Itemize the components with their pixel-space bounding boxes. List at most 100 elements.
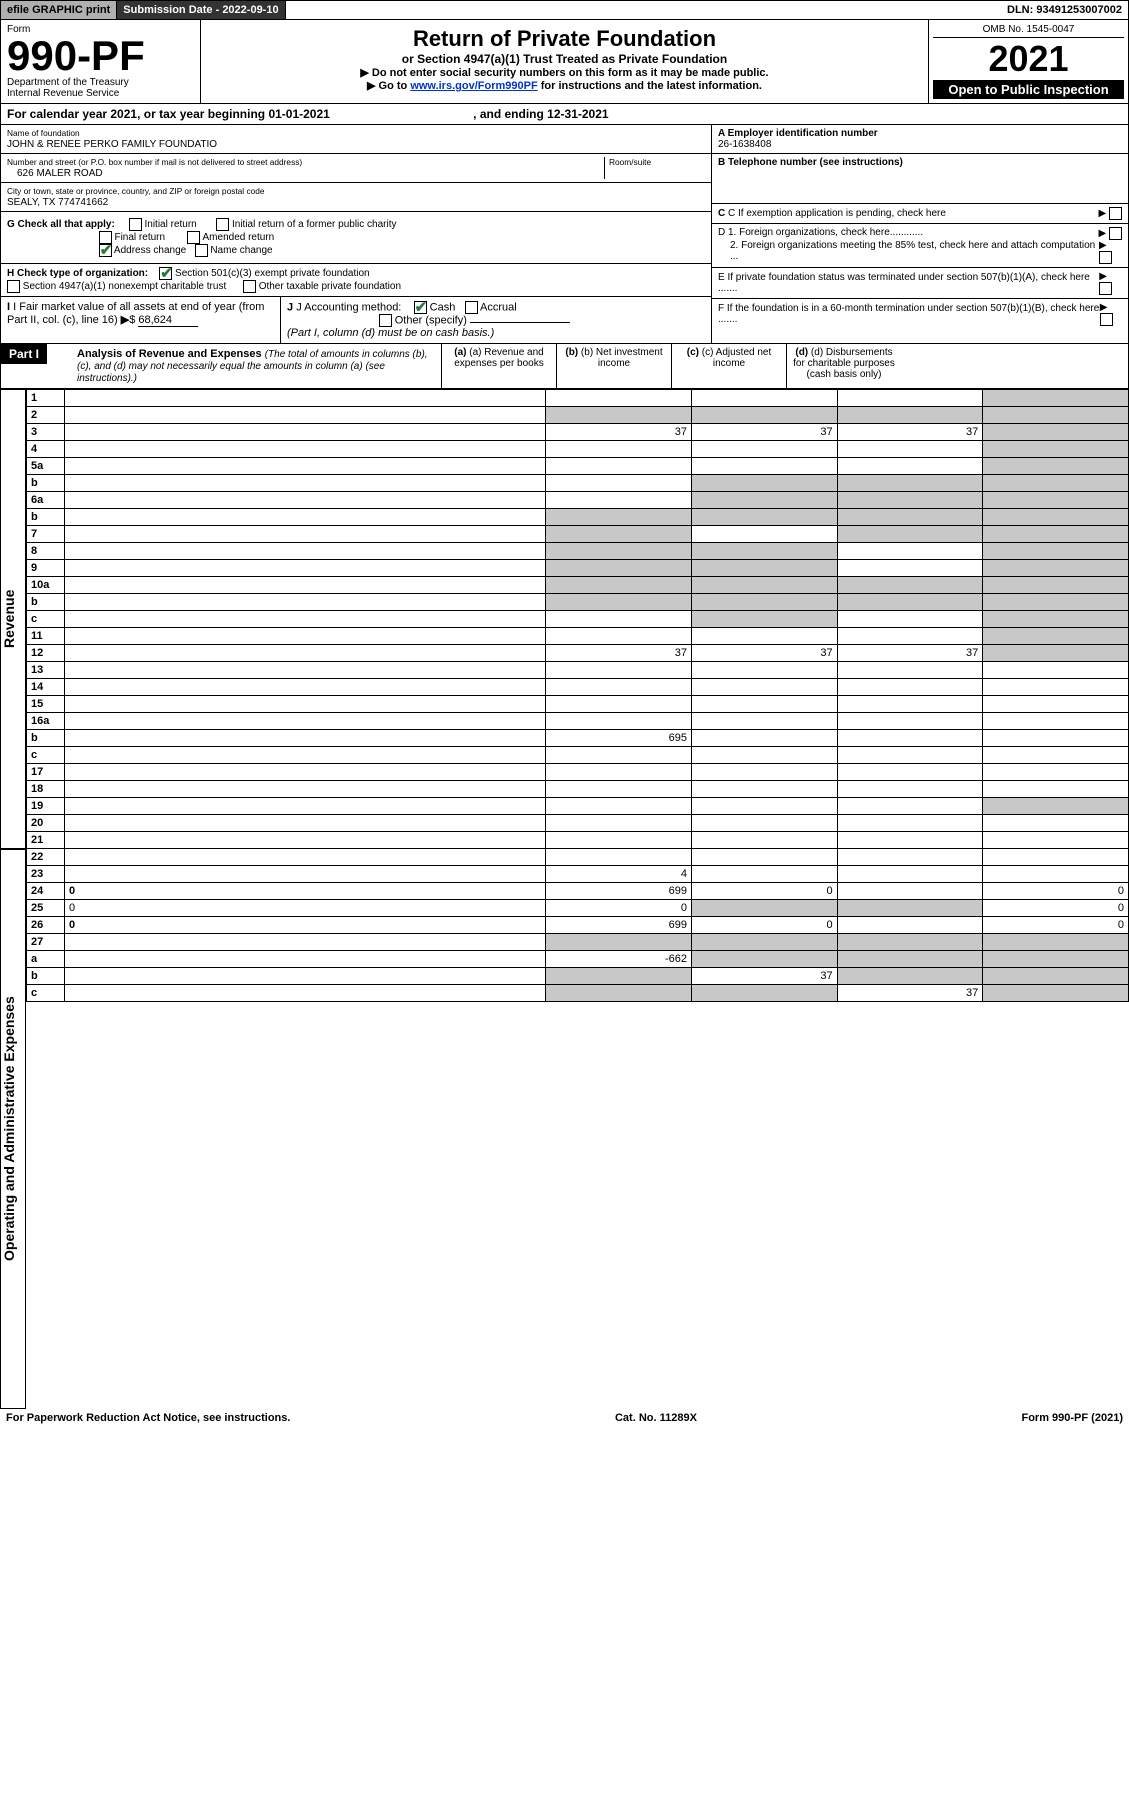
- row-desc: [65, 696, 546, 713]
- cell-value: [983, 628, 1129, 645]
- cell-value: [691, 390, 837, 407]
- row-number: 17: [27, 764, 65, 781]
- cell-value: [983, 526, 1129, 543]
- checkbox-e[interactable]: [1099, 282, 1112, 295]
- tel-label: B Telephone number (see instructions): [718, 157, 903, 168]
- cell-value: 695: [546, 730, 692, 747]
- instr-ssn: ▶ Do not enter social security numbers o…: [207, 66, 922, 79]
- table-row: 18: [27, 781, 1129, 798]
- address-value: 626 MALER ROAD: [7, 168, 103, 179]
- cell-value: [837, 543, 983, 560]
- cell-value: [546, 832, 692, 849]
- checkbox-d2[interactable]: [1099, 251, 1112, 264]
- checkbox-d1[interactable]: [1109, 227, 1122, 240]
- checkbox-address-change[interactable]: [99, 244, 112, 257]
- cell-value: [983, 577, 1129, 594]
- table-row: b: [27, 509, 1129, 526]
- irs-link[interactable]: www.irs.gov/Form990PF: [410, 80, 537, 92]
- cell-value: [983, 798, 1129, 815]
- cell-value: [983, 594, 1129, 611]
- foundation-name-label: Name of foundation: [7, 128, 80, 138]
- table-row: 234: [27, 866, 1129, 883]
- cell-value: [546, 849, 692, 866]
- table-row: 11: [27, 628, 1129, 645]
- checkbox-other-method[interactable]: [379, 314, 392, 327]
- cell-value: [546, 747, 692, 764]
- info-grid: Name of foundation JOHN & RENEE PERKO FA…: [0, 125, 1129, 344]
- checkbox-amended[interactable]: [187, 231, 200, 244]
- row-number: 22: [27, 849, 65, 866]
- cell-value: [837, 628, 983, 645]
- cell-value: 0: [983, 883, 1129, 900]
- d2-label: 2. Foreign organizations meeting the 85%…: [718, 240, 1099, 264]
- ein-cell: A Employer identification number 26-1638…: [712, 125, 1128, 154]
- row-desc: [65, 781, 546, 798]
- omb-number: OMB No. 1545-0047: [933, 24, 1124, 38]
- checkbox-cash[interactable]: [414, 301, 427, 314]
- checkbox-name-change[interactable]: [195, 244, 208, 257]
- row-number: 13: [27, 662, 65, 679]
- instr-pre: ▶ Go to: [367, 80, 410, 92]
- row-desc: [65, 764, 546, 781]
- checkbox-4947[interactable]: [7, 280, 20, 293]
- cell-value: 4: [546, 866, 692, 883]
- checkbox-accrual[interactable]: [465, 301, 478, 314]
- row-number: b: [27, 594, 65, 611]
- cell-value: [837, 917, 983, 934]
- row-desc: [65, 747, 546, 764]
- cell-value: 37: [837, 645, 983, 662]
- cell-value: [691, 679, 837, 696]
- cell-value: [837, 832, 983, 849]
- form-number-block: Form 990-PF Department of the Treasury I…: [1, 20, 201, 103]
- checkbox-c[interactable]: [1109, 207, 1122, 220]
- cell-value: [691, 696, 837, 713]
- checkbox-other-taxable[interactable]: [243, 280, 256, 293]
- cell-value: [691, 764, 837, 781]
- checkbox-501c3[interactable]: [159, 267, 172, 280]
- submission-date-label: Submission Date - 2022-09-10: [117, 1, 285, 19]
- row-number: 2: [27, 407, 65, 424]
- foundation-name: JOHN & RENEE PERKO FAMILY FOUNDATIO: [7, 139, 217, 150]
- cell-value: [691, 543, 837, 560]
- cell-value: [691, 475, 837, 492]
- other-taxable-label: Other taxable private foundation: [259, 281, 401, 292]
- e-row: E If private foundation status was termi…: [712, 268, 1128, 299]
- cell-value: [546, 968, 692, 985]
- form-number: 990-PF: [7, 32, 145, 79]
- row-desc: [65, 458, 546, 475]
- calendar-year-row: For calendar year 2021, or tax year begi…: [0, 104, 1129, 125]
- cell-value: [837, 866, 983, 883]
- checkbox-initial-former[interactable]: [216, 218, 229, 231]
- cell-value: [691, 849, 837, 866]
- row-desc: [65, 628, 546, 645]
- row-number: 12: [27, 645, 65, 662]
- cell-value: [837, 781, 983, 798]
- f-row: F If the foundation is in a 60-month ter…: [712, 299, 1128, 329]
- row-number: 18: [27, 781, 65, 798]
- h-section: H Check type of organization: Section 50…: [1, 264, 711, 297]
- pra-notice: For Paperwork Reduction Act Notice, see …: [6, 1412, 290, 1424]
- cell-value: [983, 492, 1129, 509]
- fair-market-value: 68,624: [138, 314, 198, 327]
- row-number: 14: [27, 679, 65, 696]
- table-row: b: [27, 475, 1129, 492]
- city-label: City or town, state or province, country…: [7, 186, 265, 196]
- row-desc: [65, 662, 546, 679]
- cell-value: [546, 577, 692, 594]
- cell-value: [837, 679, 983, 696]
- cell-value: [691, 730, 837, 747]
- cell-value: [691, 577, 837, 594]
- col-b-header: (b) (b) Net investment income: [556, 344, 671, 388]
- cell-value: [691, 866, 837, 883]
- row-number: b: [27, 509, 65, 526]
- checkbox-initial-return[interactable]: [129, 218, 142, 231]
- row-desc: [65, 492, 546, 509]
- table-row: 24069900: [27, 883, 1129, 900]
- cell-value: [837, 441, 983, 458]
- form-title: Return of Private Foundation: [207, 26, 922, 52]
- efile-print-button[interactable]: efile GRAPHIC print: [1, 1, 117, 19]
- cell-value: 0: [691, 917, 837, 934]
- cell-value: [691, 594, 837, 611]
- checkbox-f[interactable]: [1100, 313, 1113, 326]
- cell-value: [983, 764, 1129, 781]
